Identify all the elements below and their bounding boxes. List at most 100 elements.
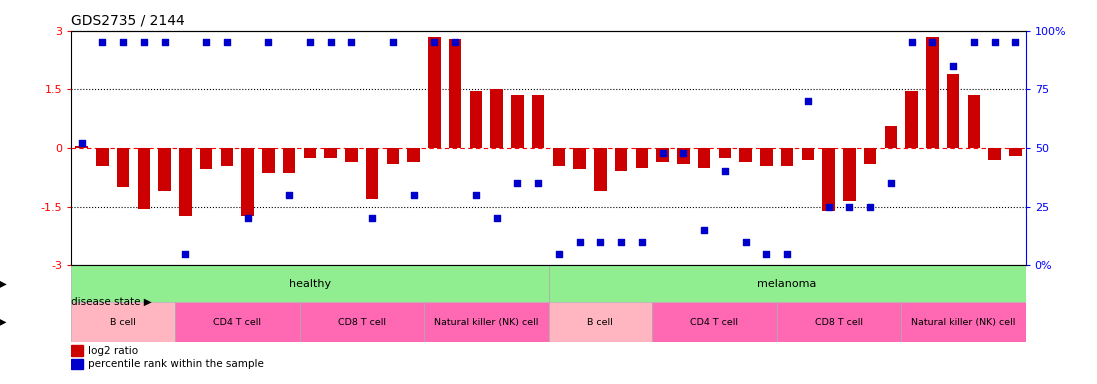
Bar: [470, 91, 482, 148]
Bar: [176, 302, 299, 342]
Bar: [739, 148, 751, 162]
Bar: [366, 148, 378, 199]
Point: [446, 40, 464, 46]
Text: CD8 T cell: CD8 T cell: [338, 318, 386, 327]
Point: [986, 40, 1004, 46]
Point: [550, 250, 567, 257]
Point: [695, 227, 713, 233]
Bar: [97, 148, 109, 166]
Point: [384, 40, 402, 46]
Point: [779, 250, 796, 257]
Point: [861, 204, 879, 210]
Bar: [698, 148, 711, 167]
Bar: [905, 91, 918, 148]
Bar: [220, 148, 234, 166]
Point: [93, 40, 111, 46]
Point: [488, 215, 506, 222]
Bar: [947, 74, 959, 148]
Text: disease state ▶: disease state ▶: [71, 297, 152, 307]
Bar: [428, 36, 441, 148]
Point: [840, 204, 858, 210]
Bar: [823, 148, 835, 210]
Bar: [71, 359, 82, 369]
Text: melanoma: melanoma: [757, 279, 817, 289]
Text: percentile rank within the sample: percentile rank within the sample: [89, 359, 264, 369]
Bar: [138, 148, 150, 209]
Bar: [777, 302, 902, 342]
Bar: [656, 148, 669, 162]
Bar: [299, 302, 425, 342]
Text: disease state ▶: disease state ▶: [0, 279, 7, 289]
Text: CD4 T cell: CD4 T cell: [213, 318, 261, 327]
Text: cell type ▶: cell type ▶: [0, 317, 7, 327]
Point: [903, 40, 920, 46]
Bar: [902, 302, 1026, 342]
Point: [737, 239, 755, 245]
Bar: [760, 148, 772, 166]
Point: [301, 40, 319, 46]
Point: [509, 180, 527, 186]
Point: [177, 250, 194, 257]
Point: [426, 40, 443, 46]
Bar: [884, 126, 897, 148]
Point: [675, 150, 692, 156]
Point: [612, 239, 630, 245]
Bar: [615, 148, 627, 171]
Point: [405, 192, 422, 198]
Bar: [802, 148, 814, 160]
Point: [924, 40, 941, 46]
Text: GDS2735 / 2144: GDS2735 / 2144: [71, 13, 185, 27]
Bar: [71, 265, 548, 302]
Bar: [407, 148, 420, 162]
Point: [882, 180, 900, 186]
Point: [591, 239, 609, 245]
Point: [239, 215, 257, 222]
Point: [363, 215, 381, 222]
Text: B cell: B cell: [588, 318, 613, 327]
Bar: [653, 302, 777, 342]
Point: [530, 180, 547, 186]
Point: [321, 40, 339, 46]
Bar: [677, 148, 690, 164]
Point: [218, 40, 236, 46]
Bar: [532, 95, 544, 148]
Bar: [548, 265, 1026, 302]
Point: [633, 239, 651, 245]
Bar: [635, 148, 648, 167]
Bar: [844, 148, 856, 201]
Bar: [553, 148, 565, 166]
Point: [281, 192, 298, 198]
Point: [72, 140, 90, 146]
Point: [758, 250, 776, 257]
Bar: [926, 36, 939, 148]
Point: [197, 40, 215, 46]
Bar: [1009, 148, 1021, 156]
Bar: [386, 148, 399, 164]
Point: [1007, 40, 1025, 46]
Point: [570, 239, 588, 245]
Bar: [346, 148, 358, 162]
Bar: [574, 148, 586, 169]
Bar: [511, 95, 523, 148]
Bar: [179, 148, 192, 217]
Bar: [719, 148, 731, 158]
Bar: [76, 146, 88, 148]
Text: Natural killer (NK) cell: Natural killer (NK) cell: [434, 318, 539, 327]
Bar: [988, 148, 1000, 160]
Bar: [241, 148, 253, 217]
Bar: [425, 302, 548, 342]
Bar: [548, 302, 653, 342]
Bar: [304, 148, 316, 158]
Point: [135, 40, 152, 46]
Text: Natural killer (NK) cell: Natural killer (NK) cell: [912, 318, 1016, 327]
Bar: [262, 148, 274, 174]
Bar: [283, 148, 295, 174]
Text: healthy: healthy: [289, 279, 331, 289]
Bar: [781, 148, 793, 166]
Text: log2 ratio: log2 ratio: [89, 346, 138, 356]
Bar: [325, 148, 337, 158]
Point: [945, 63, 962, 69]
Bar: [71, 345, 82, 356]
Bar: [595, 148, 607, 191]
Point: [819, 204, 837, 210]
